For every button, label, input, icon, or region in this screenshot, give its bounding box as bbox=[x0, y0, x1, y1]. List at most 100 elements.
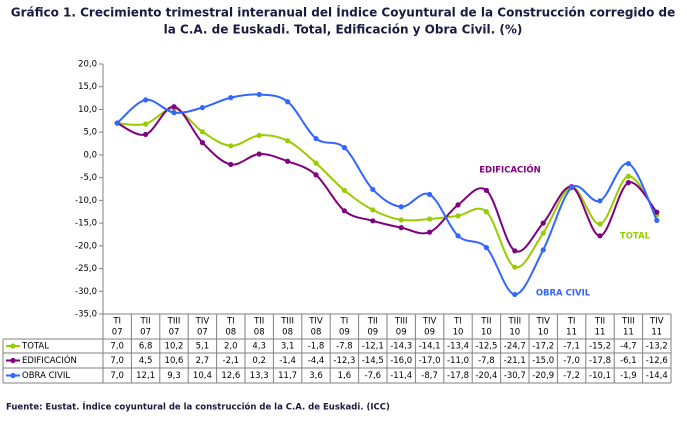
x-tick-label: 11 bbox=[595, 328, 606, 338]
marker bbox=[256, 91, 262, 98]
table-cell: -16,0 bbox=[390, 356, 412, 366]
x-tick-label: TII bbox=[594, 317, 605, 327]
table-cell: 0,2 bbox=[252, 356, 266, 366]
x-tick-label: TIV bbox=[195, 317, 210, 327]
table-cell: 10,6 bbox=[165, 356, 184, 366]
marker bbox=[313, 135, 319, 142]
marker bbox=[625, 173, 632, 179]
x-tick-label: 10 bbox=[453, 328, 464, 338]
table-cell: 7,0 bbox=[110, 342, 124, 352]
table-cell: -14,4 bbox=[646, 371, 668, 381]
table-cell: 2,0 bbox=[224, 342, 238, 352]
marker bbox=[171, 104, 177, 110]
table-cell: 11,7 bbox=[278, 371, 297, 381]
table-cell: -8,7 bbox=[421, 371, 438, 381]
marker bbox=[370, 186, 376, 193]
legend-marker bbox=[10, 357, 16, 364]
marker bbox=[171, 110, 177, 116]
table-cell: -12,1 bbox=[362, 342, 384, 352]
y-tick-label: 15,0 bbox=[78, 82, 97, 92]
series-line bbox=[117, 107, 658, 269]
table-cell: 1,6 bbox=[338, 371, 352, 381]
table-cell: -12,5 bbox=[475, 342, 497, 352]
table-cell: -7,8 bbox=[478, 356, 495, 366]
x-tick-label: TII bbox=[480, 317, 491, 327]
x-tick-label: 09 bbox=[367, 328, 378, 338]
table-cell: -17,0 bbox=[419, 356, 441, 366]
marker bbox=[483, 209, 489, 215]
x-tick-label: 09 bbox=[339, 328, 350, 338]
marker bbox=[398, 217, 404, 223]
table-cell: -1,4 bbox=[279, 356, 296, 366]
table-cell: 5,1 bbox=[196, 342, 210, 352]
table-cell: -7,1 bbox=[563, 342, 580, 352]
marker bbox=[597, 221, 603, 227]
x-tick-label: TI bbox=[226, 317, 235, 327]
table-cell: -1,9 bbox=[620, 371, 637, 381]
marker bbox=[455, 213, 461, 219]
y-tick-label: -20,0 bbox=[75, 241, 97, 251]
x-tick-label: 07 bbox=[197, 328, 208, 338]
table-cell: -30,7 bbox=[504, 371, 526, 381]
legend-label: EDIFICACIÓN bbox=[22, 354, 77, 366]
x-tick-label: TIII bbox=[507, 317, 521, 327]
table-cell: 6,8 bbox=[139, 342, 153, 352]
x-tick-label: TIII bbox=[167, 317, 181, 327]
x-tick-label: 08 bbox=[225, 328, 236, 338]
y-tick-label: -10,0 bbox=[75, 196, 97, 206]
table-cell: 3,1 bbox=[281, 342, 295, 352]
x-tick-label: TIII bbox=[394, 317, 408, 327]
marker bbox=[143, 97, 149, 103]
marker bbox=[228, 95, 234, 101]
marker bbox=[256, 151, 262, 157]
marker bbox=[285, 99, 291, 105]
table-cell: 10,4 bbox=[193, 371, 212, 381]
table-cell: 13,3 bbox=[250, 371, 269, 381]
marker bbox=[143, 131, 149, 138]
table-cell: -7,8 bbox=[336, 342, 353, 352]
marker bbox=[313, 160, 319, 166]
legend-marker bbox=[10, 343, 16, 349]
table-cell: -6,1 bbox=[620, 356, 637, 366]
table-cell: -11,0 bbox=[447, 356, 469, 366]
marker bbox=[540, 230, 546, 236]
y-tick-label: -15,0 bbox=[75, 219, 97, 229]
x-tick-label: 08 bbox=[254, 328, 265, 338]
chart-title: la C.A. de Euskadi. Total, Edificación y… bbox=[164, 23, 523, 37]
table-cell: -4,7 bbox=[620, 342, 637, 352]
legend-label: TOTAL bbox=[21, 342, 49, 352]
marker bbox=[143, 121, 149, 127]
marker bbox=[285, 138, 291, 144]
table-cell: -24,7 bbox=[504, 342, 526, 352]
y-tick-label: -5,0 bbox=[80, 173, 97, 183]
table-cell: 7,0 bbox=[110, 371, 124, 381]
x-tick-label: 11 bbox=[651, 328, 662, 338]
x-tick-label: 11 bbox=[623, 328, 634, 338]
y-tick-label: -35,0 bbox=[75, 310, 97, 320]
marker bbox=[569, 185, 575, 191]
table-cell: -15,2 bbox=[589, 342, 611, 352]
marker bbox=[398, 204, 404, 210]
table-cell: -12,6 bbox=[646, 356, 668, 366]
source: Fuente: Eustat. Índice coyuntural de la … bbox=[6, 401, 390, 413]
table-cell: -13,4 bbox=[447, 342, 469, 352]
annotation: EDIFICACIÓN bbox=[479, 164, 541, 176]
table-cell: -4,4 bbox=[308, 356, 325, 366]
marker bbox=[654, 217, 660, 223]
marker bbox=[427, 191, 433, 198]
x-tick-label: 11 bbox=[566, 328, 577, 338]
y-tick-label: 10,0 bbox=[78, 105, 97, 115]
table-cell: 4,5 bbox=[139, 356, 153, 366]
marker bbox=[483, 187, 489, 193]
marker bbox=[398, 225, 404, 231]
marker bbox=[256, 132, 262, 138]
table-cell: 12,6 bbox=[221, 371, 240, 381]
table-cell: -1,8 bbox=[308, 342, 325, 352]
x-tick-label: 10 bbox=[509, 328, 520, 338]
chart-title: Gráfico 1. Crecimiento trimestral intera… bbox=[11, 5, 676, 20]
x-tick-label: 08 bbox=[282, 328, 293, 338]
x-tick-label: TI bbox=[340, 317, 349, 327]
marker bbox=[455, 233, 461, 239]
table-cell: 7,0 bbox=[110, 356, 124, 366]
table-cell: -20,4 bbox=[475, 371, 497, 381]
